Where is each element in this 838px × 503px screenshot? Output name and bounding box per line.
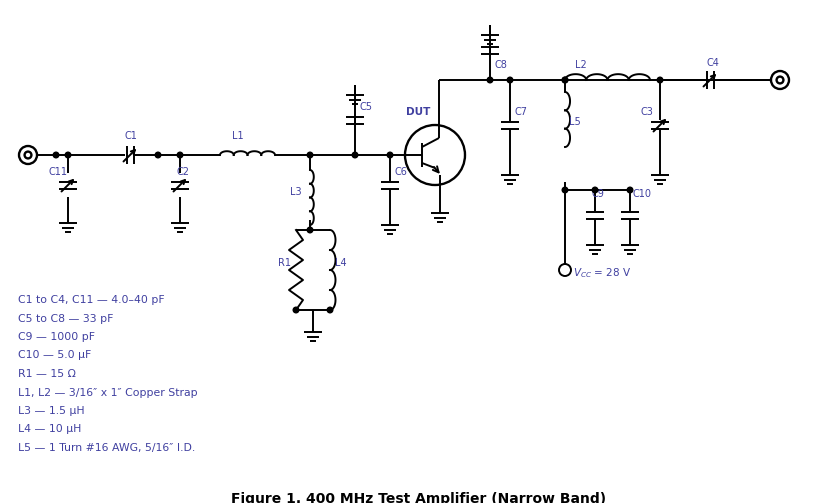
Text: L5: L5 xyxy=(569,117,581,127)
Circle shape xyxy=(562,187,568,193)
Circle shape xyxy=(293,307,299,313)
Text: $V_{CC}$ = 28 V: $V_{CC}$ = 28 V xyxy=(573,266,631,280)
Text: R1: R1 xyxy=(278,258,291,268)
Text: L1, L2 — 3/16″ x 1″ Copper Strap: L1, L2 — 3/16″ x 1″ Copper Strap xyxy=(18,387,198,397)
Text: L3: L3 xyxy=(290,187,302,197)
Circle shape xyxy=(507,77,513,83)
Text: L2: L2 xyxy=(575,60,587,70)
Text: C6: C6 xyxy=(394,167,407,177)
Circle shape xyxy=(352,152,358,158)
Text: L5 — 1 Turn #16 AWG, 5/16″ I.D.: L5 — 1 Turn #16 AWG, 5/16″ I.D. xyxy=(18,443,195,453)
Circle shape xyxy=(627,187,633,193)
Circle shape xyxy=(155,152,161,158)
Circle shape xyxy=(177,152,183,158)
Text: L4: L4 xyxy=(335,258,347,268)
Circle shape xyxy=(562,77,568,83)
Circle shape xyxy=(387,152,393,158)
Circle shape xyxy=(487,77,493,83)
Text: L3 — 1.5 μH: L3 — 1.5 μH xyxy=(18,406,85,416)
Circle shape xyxy=(53,152,59,158)
Text: C10 — 5.0 μF: C10 — 5.0 μF xyxy=(18,351,91,361)
Circle shape xyxy=(308,227,313,233)
Text: C4: C4 xyxy=(706,58,719,68)
Circle shape xyxy=(327,307,333,313)
Circle shape xyxy=(65,152,70,158)
Circle shape xyxy=(657,77,663,83)
Text: C7: C7 xyxy=(514,107,527,117)
Text: R1 — 15 Ω: R1 — 15 Ω xyxy=(18,369,76,379)
Text: C9 — 1000 pF: C9 — 1000 pF xyxy=(18,332,95,342)
Text: Figure 1. 400 MHz Test Amplifier (Narrow Band): Figure 1. 400 MHz Test Amplifier (Narrow… xyxy=(231,492,607,503)
Text: C1: C1 xyxy=(124,131,137,141)
Circle shape xyxy=(592,187,597,193)
Text: C5: C5 xyxy=(359,102,372,112)
Text: L4 — 10 μH: L4 — 10 μH xyxy=(18,425,81,435)
Text: L1: L1 xyxy=(232,131,244,141)
Circle shape xyxy=(562,77,568,83)
Text: C5 to C8 — 33 pF: C5 to C8 — 33 pF xyxy=(18,313,113,323)
Text: DUT: DUT xyxy=(406,107,431,117)
Text: C9: C9 xyxy=(591,189,604,199)
Text: C2: C2 xyxy=(176,167,189,177)
Text: C11: C11 xyxy=(48,167,67,177)
Text: C1 to C4, C11 — 4.0–40 pF: C1 to C4, C11 — 4.0–40 pF xyxy=(18,295,164,305)
Text: C8: C8 xyxy=(494,60,507,70)
Circle shape xyxy=(308,152,313,158)
Text: C3: C3 xyxy=(640,107,653,117)
Text: C10: C10 xyxy=(632,189,651,199)
